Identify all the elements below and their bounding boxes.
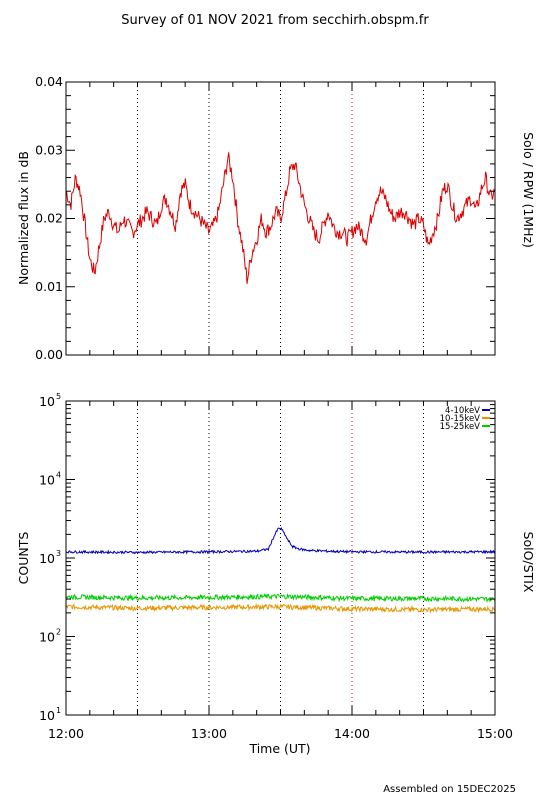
- y-tick-label: 0.03: [35, 142, 63, 157]
- y-tick-label-base: 10: [39, 473, 55, 488]
- legend-label: 15-25keV: [440, 422, 481, 432]
- legend-label: 10-15keV: [440, 414, 481, 424]
- legend-label: 4-10keV: [445, 406, 480, 416]
- stix-counts-line: [65, 527, 496, 555]
- stix-counts-line: [65, 603, 496, 614]
- y-tick-label-exponent: 1: [56, 706, 61, 715]
- x-tick-label: 13:00: [191, 726, 227, 741]
- y-tick-label: 0.00: [35, 347, 63, 362]
- rpw-flux-line: [65, 152, 496, 284]
- assembled-footer: Assembled on 15DEC2025: [383, 784, 516, 795]
- x-tick-label: 14:00: [334, 726, 370, 741]
- y-tick-label-base: 10: [39, 630, 55, 645]
- stix-counts-line: [65, 592, 496, 604]
- y-tick-label-base: 10: [39, 708, 55, 723]
- y-tick-label: 0.04: [35, 74, 63, 89]
- y-tick-label: 0.01: [35, 279, 63, 294]
- stix-axis-ticks: [65, 400, 496, 716]
- y-tick-label-exponent: 5: [56, 392, 61, 401]
- rpw-flux-panel: 0.00 0.01 0.02 0.03 0.04 Normalized flux in …: [16, 74, 536, 362]
- y-tick-label: 0.02: [35, 211, 63, 226]
- x-tick-label: 15:00: [477, 726, 513, 741]
- stix-series: [65, 527, 496, 614]
- stix-grid-lines: [137, 401, 424, 715]
- x-axis-label: Time (UT): [248, 741, 310, 756]
- x-tick-label: 12:00: [48, 726, 84, 741]
- figure-title: Survey of 01 NOV 2021 from secchirh.obsp…: [121, 13, 429, 28]
- y-tick-label-exponent: 4: [56, 471, 61, 480]
- stix-y-axis-label: COUNTS: [16, 532, 31, 585]
- stix-instrument-label: SolO/STIX: [521, 532, 536, 593]
- rpw-series: [65, 152, 496, 284]
- y-tick-label-base: 10: [39, 551, 55, 566]
- rpw-instrument-label: Solo / RPW (1MHz): [521, 132, 536, 248]
- rpw-y-axis-label: Normalized flux in dB: [16, 151, 31, 285]
- y-tick-label-base: 10: [39, 394, 55, 409]
- rpw-axis-ticks: [65, 81, 496, 356]
- y-tick-label-exponent: 2: [56, 628, 61, 637]
- rpw-y-tick-labels: 0.00 0.01 0.02 0.03 0.04: [35, 74, 63, 362]
- y-tick-label-exponent: 3: [56, 549, 61, 558]
- stix-x-tick-labels: 12:00 13:00 14:00 15:00: [48, 726, 513, 741]
